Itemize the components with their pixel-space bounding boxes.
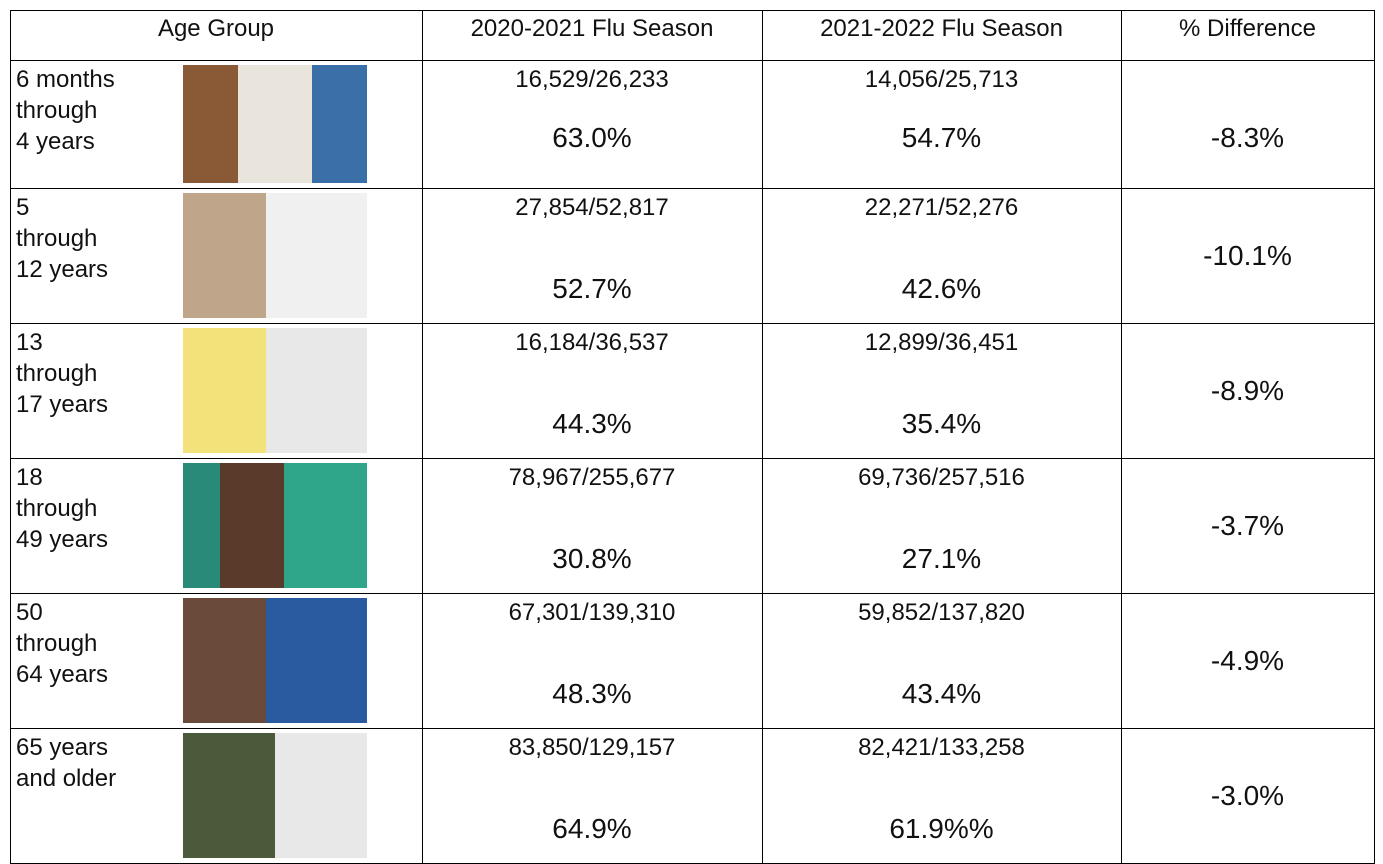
percent: 44.3% (422, 408, 762, 440)
count: 82,421/133,258 (762, 734, 1121, 762)
cell-border (10, 728, 1375, 729)
column-header: 2020-2021 Flu Season (422, 15, 762, 43)
photo (183, 65, 367, 183)
age-group: 65 years (16, 732, 108, 763)
percent-difference: -8.3% (1121, 122, 1374, 154)
photo (183, 328, 367, 453)
count: 16,529/26,233 (422, 66, 762, 94)
percent: 63.0% (422, 122, 762, 154)
percent: 52.7% (422, 273, 762, 305)
age-group: through (16, 628, 97, 659)
flu-table: Age Group2020-2021 Flu Season2021-2022 F… (0, 0, 1383, 863)
photo (183, 598, 367, 723)
percent: 30.8% (422, 543, 762, 575)
percent-difference: -3.0% (1121, 780, 1374, 812)
count: 78,967/255,677 (422, 464, 762, 492)
percent: 35.4% (762, 408, 1121, 440)
count: 12,899/36,451 (762, 329, 1121, 357)
age-group: 6 months (16, 64, 115, 95)
percent: 48.3% (422, 678, 762, 710)
age-group: 49 years (16, 524, 108, 555)
count: 14,056/25,713 (762, 66, 1121, 94)
age-group: 50 (16, 597, 43, 628)
count: 16,184/36,537 (422, 329, 762, 357)
photo (183, 733, 367, 858)
cell-border (10, 188, 1375, 189)
percent: 54.7% (762, 122, 1121, 154)
age-group: and older (16, 763, 116, 794)
percent-difference: -10.1% (1121, 240, 1374, 272)
cell-border (10, 458, 1375, 459)
count: 27,854/52,817 (422, 194, 762, 222)
percent: 42.6% (762, 273, 1121, 305)
age-group: 17 years (16, 389, 108, 420)
column-header: % Difference (1121, 15, 1374, 43)
percent-difference: -3.7% (1121, 510, 1374, 542)
age-group: 4 years (16, 126, 95, 157)
percent: 43.4% (762, 678, 1121, 710)
column-header: Age Group (10, 15, 422, 43)
percent-difference: -8.9% (1121, 375, 1374, 407)
cell-border (1374, 10, 1375, 863)
count: 69,736/257,516 (762, 464, 1121, 492)
age-group: 12 years (16, 254, 108, 285)
photo (183, 463, 367, 588)
age-group: through (16, 358, 97, 389)
count: 67,301/139,310 (422, 599, 762, 627)
percent: 64.9% (422, 813, 762, 845)
column-header: 2021-2022 Flu Season (762, 15, 1121, 43)
age-group: through (16, 223, 97, 254)
percent: 27.1% (762, 543, 1121, 575)
count: 59,852/137,820 (762, 599, 1121, 627)
age-group: through (16, 493, 97, 524)
percent: 61.9%% (762, 813, 1121, 845)
age-group: 18 (16, 462, 43, 493)
age-group: 13 (16, 327, 43, 358)
age-group: 64 years (16, 659, 108, 690)
age-group: 5 (16, 192, 29, 223)
cell-border (10, 10, 1375, 11)
percent-difference: -4.9% (1121, 645, 1374, 677)
cell-border (10, 323, 1375, 324)
count: 83,850/129,157 (422, 734, 762, 762)
cell-border (10, 60, 1375, 61)
cell-border (10, 593, 1375, 594)
photo (183, 193, 367, 318)
cell-border (10, 10, 11, 863)
count: 22,271/52,276 (762, 194, 1121, 222)
age-group: through (16, 95, 97, 126)
